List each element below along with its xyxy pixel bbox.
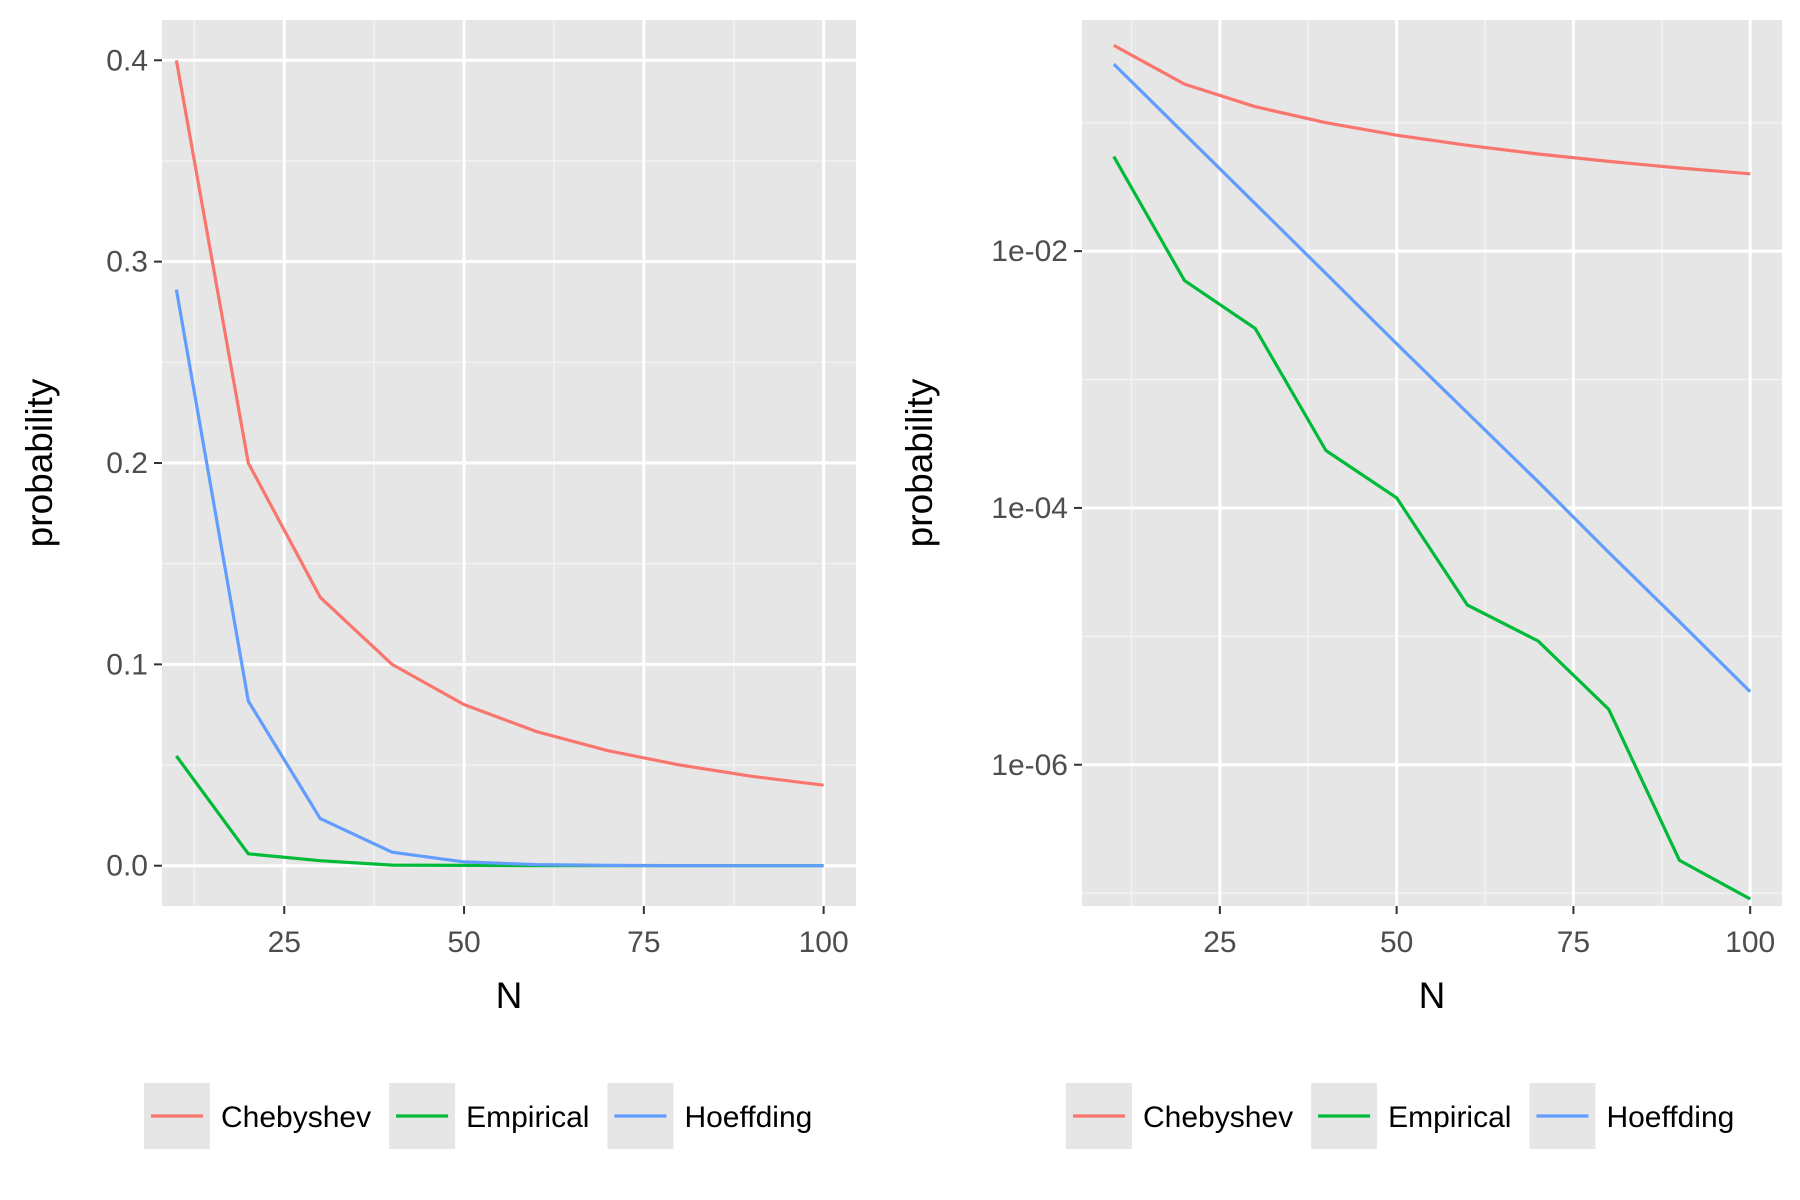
x-tick-label: 100 bbox=[1725, 926, 1775, 959]
series-line-hoeffding bbox=[1112, 62, 1752, 693]
y-tick-label: 1e-06 bbox=[991, 749, 1068, 782]
x-tick-label: 25 bbox=[1203, 926, 1236, 959]
x-tick-label: 75 bbox=[1557, 926, 1590, 959]
legend-label-hoeffding: Hoeffding bbox=[1606, 1101, 1734, 1134]
legend-log: Chebyshev Empirical Hoeffding bbox=[1066, 1083, 1734, 1149]
y-tick-label: 1e-04 bbox=[991, 492, 1068, 525]
series-line-chebyshev bbox=[1113, 43, 1751, 176]
series-lines-linear bbox=[174, 60, 824, 868]
legend-label-empirical: Empirical bbox=[466, 1101, 589, 1134]
x-axis-ticks-log: 25 50 75 100 bbox=[1203, 906, 1775, 959]
legend-linear: Chebyshev Empirical Hoeffding bbox=[144, 1083, 812, 1149]
y-tick-label: 1e-02 bbox=[991, 235, 1068, 268]
x-tick-label: 100 bbox=[799, 926, 849, 959]
y-tick-label: 0.2 bbox=[106, 447, 148, 480]
y-tick-label: 0.0 bbox=[106, 850, 148, 883]
legend-label-chebyshev: Chebyshev bbox=[221, 1101, 371, 1134]
x-tick-label: 50 bbox=[447, 926, 480, 959]
x-axis-title-linear: N bbox=[496, 975, 523, 1016]
y-axis-ticks-log: 1e-02 1e-04 1e-06 bbox=[991, 235, 1082, 782]
legend-label-chebyshev: Chebyshev bbox=[1143, 1101, 1293, 1134]
series-lines-log bbox=[1112, 43, 1752, 901]
legend-label-hoeffding: Hoeffding bbox=[684, 1101, 812, 1134]
x-axis-ticks-linear: 25 50 75 100 bbox=[268, 906, 849, 959]
x-tick-label: 75 bbox=[627, 926, 660, 959]
y-axis-title-linear: probability bbox=[19, 378, 60, 547]
plot-area-log bbox=[1082, 20, 1782, 906]
y-tick-label: 0.3 bbox=[106, 246, 148, 279]
y-tick-label: 0.4 bbox=[106, 44, 148, 77]
x-axis-title-log: N bbox=[1419, 975, 1446, 1016]
gridlines-linear bbox=[162, 20, 856, 906]
y-tick-label: 0.1 bbox=[106, 648, 148, 681]
series-line-chebyshev bbox=[174, 60, 824, 787]
y-axis-title-log: probability bbox=[899, 378, 940, 547]
legend-label-empirical: Empirical bbox=[1388, 1101, 1511, 1134]
x-tick-label: 50 bbox=[1380, 926, 1413, 959]
series-line-hoeffding bbox=[174, 289, 824, 868]
series-line-empirical bbox=[1112, 155, 1751, 901]
y-axis-ticks-linear: 0.0 0.1 0.2 0.3 0.4 bbox=[106, 44, 162, 883]
x-tick-label: 25 bbox=[268, 926, 301, 959]
panel-linear: 0.00.10.20.30.4 25 50 75 100 N probability … bbox=[19, 20, 856, 1149]
